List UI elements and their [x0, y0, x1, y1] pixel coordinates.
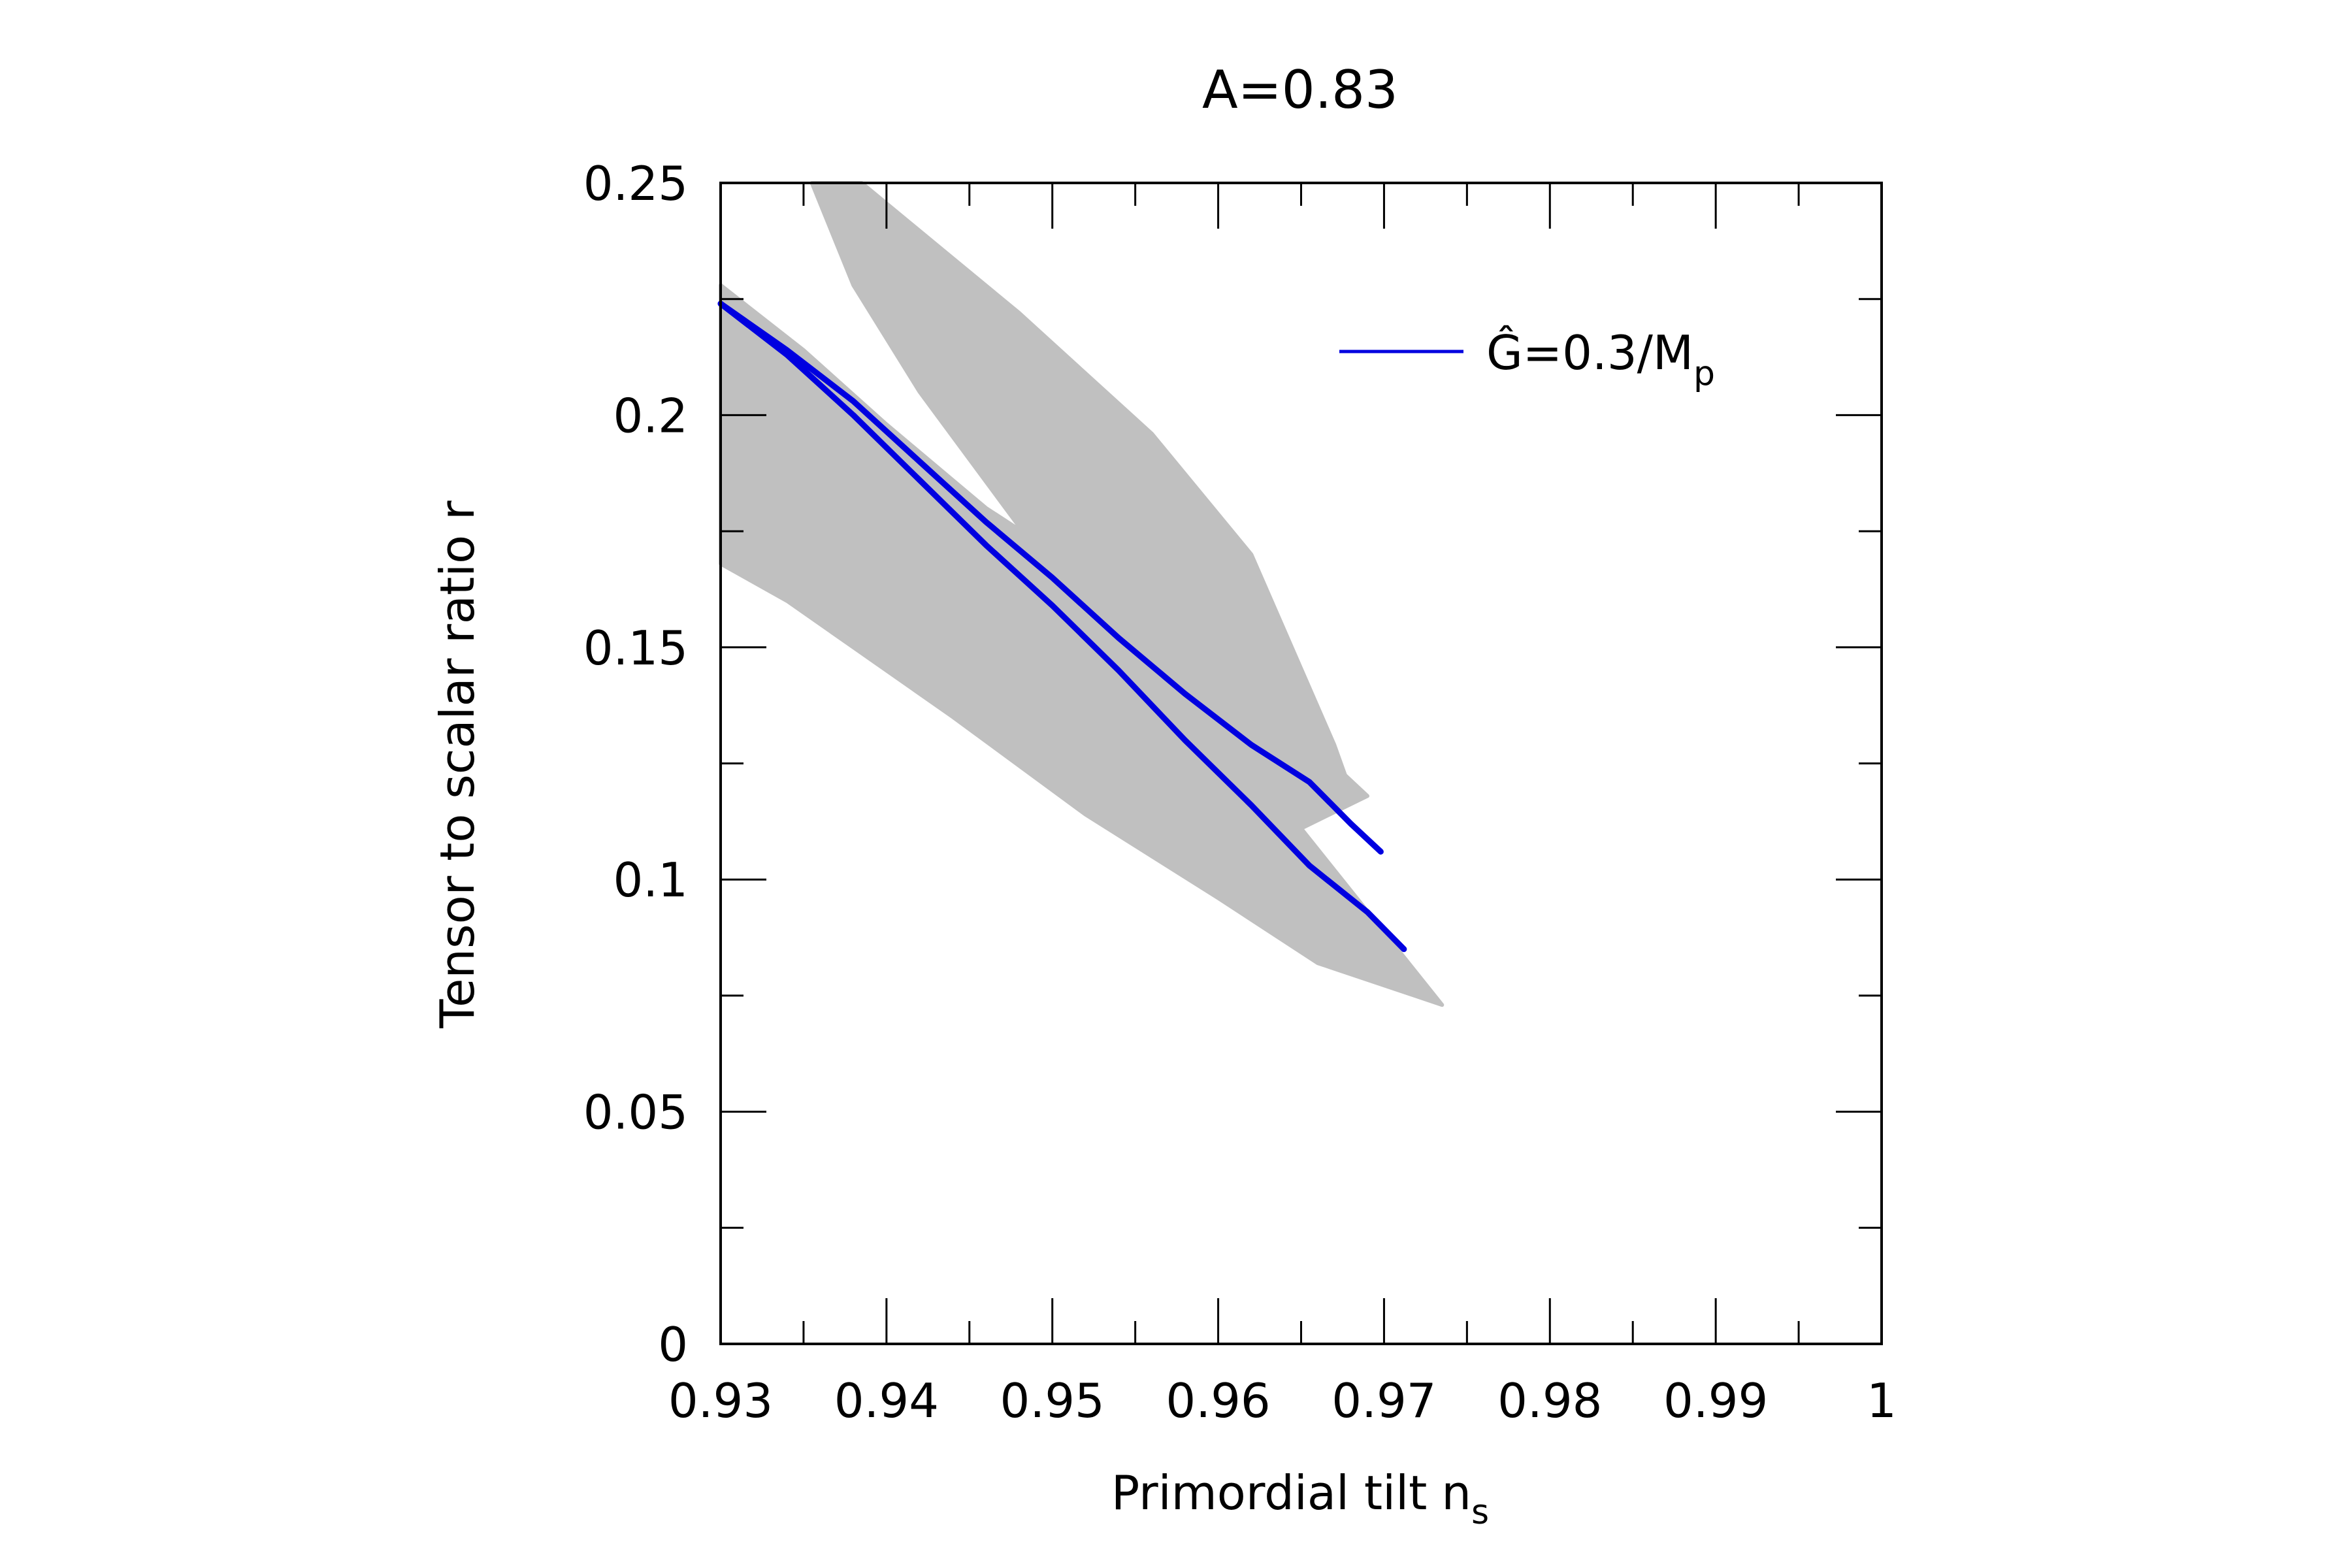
x-tick-label: 0.93 — [668, 1373, 773, 1428]
legend: Ĝ=0.3/Mp — [1339, 325, 1715, 393]
x-axis-ticks: 0.93 0.94 0.95 0.96 0.97 0.98 0.99 1 — [668, 183, 1897, 1428]
y-tick-label: 0.2 — [613, 388, 688, 443]
x-tick-label: 1 — [1867, 1373, 1897, 1428]
x-tick-label: 0.97 — [1331, 1373, 1436, 1428]
series-line-1 — [717, 301, 1407, 953]
x-axis-label: Primordial tilt ns — [1111, 1465, 1489, 1532]
y-axis-label: Tensor to scalar ratio r — [430, 500, 485, 1029]
gray-band-upper — [809, 181, 1353, 794]
x-tick-label: 0.96 — [1166, 1373, 1270, 1428]
y-tick-label: 0 — [658, 1317, 688, 1372]
x-axis-label-var: n — [1441, 1465, 1471, 1520]
y-tick-label: 0.1 — [613, 853, 688, 907]
y-axis-ticks: 0 0.05 0.1 0.15 0.2 0.25 — [583, 156, 1882, 1372]
legend-label-main: Ĝ=0.3/M — [1486, 325, 1693, 380]
x-tick-label: 0.94 — [834, 1373, 939, 1428]
series-layer — [717, 301, 1407, 953]
y-tick-label: 0.15 — [583, 621, 688, 676]
x-axis-label-text: Primordial tilt — [1111, 1465, 1427, 1520]
x-tick-label: 0.95 — [1000, 1373, 1105, 1428]
y-tick-label: 0.05 — [583, 1085, 688, 1140]
x-tick-label: 0.98 — [1497, 1373, 1602, 1428]
x-axis-label-sub: s — [1471, 1493, 1489, 1532]
chart-title: A=0.83 — [1202, 59, 1398, 120]
legend-label-sub: p — [1693, 354, 1715, 393]
y-tick-label: 0.25 — [583, 156, 688, 211]
legend-label: Ĝ=0.3/Mp — [1486, 325, 1715, 393]
series-line-2 — [717, 301, 1384, 855]
x-tick-label: 0.99 — [1663, 1373, 1768, 1428]
